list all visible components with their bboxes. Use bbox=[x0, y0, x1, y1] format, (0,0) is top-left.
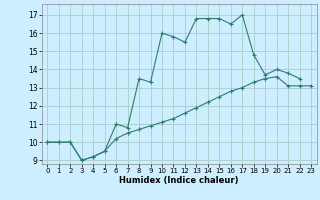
X-axis label: Humidex (Indice chaleur): Humidex (Indice chaleur) bbox=[119, 176, 239, 185]
